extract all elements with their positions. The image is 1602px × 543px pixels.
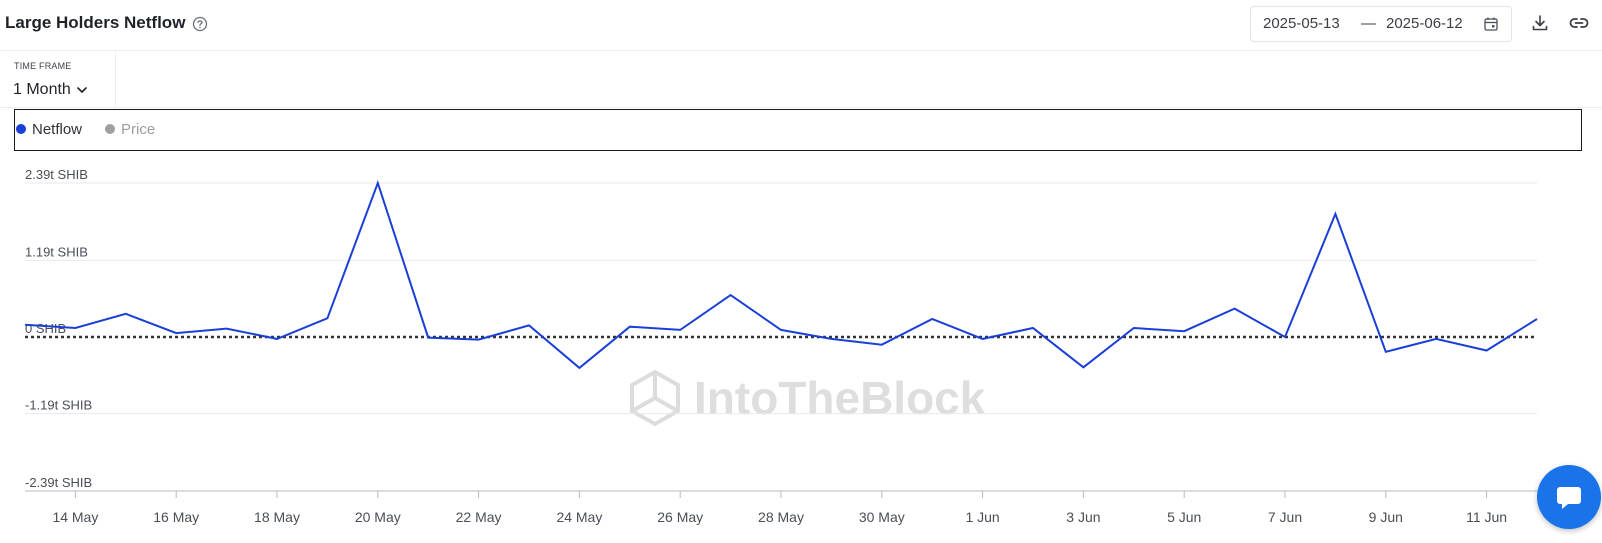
help-icon[interactable]: [192, 16, 208, 32]
chat-bubble-icon: [1557, 487, 1581, 509]
data-point[interactable]: [879, 342, 885, 348]
data-point[interactable]: [22, 322, 28, 328]
data-point[interactable]: [1131, 325, 1137, 331]
data-point[interactable]: [526, 322, 532, 328]
data-point[interactable]: [1383, 349, 1389, 355]
data-point[interactable]: [828, 336, 834, 342]
legend-netflow-label: Netflow: [32, 121, 83, 138]
data-point[interactable]: [980, 336, 986, 342]
divider: [0, 107, 1602, 108]
data-point[interactable]: [1030, 325, 1036, 331]
data-point[interactable]: [274, 336, 280, 342]
data-point[interactable]: [1181, 328, 1187, 334]
x-tick-label: 11 Jun: [1466, 509, 1507, 525]
chat-button[interactable]: [1537, 465, 1601, 529]
watermark-text: IntoTheBlock: [694, 372, 986, 424]
timeframe-label: TIME FRAME: [14, 61, 72, 71]
legend-item-price[interactable]: Price: [105, 121, 155, 138]
data-point[interactable]: [324, 315, 330, 321]
x-tick-label: 1 Jun: [965, 509, 999, 525]
data-point[interactable]: [929, 316, 935, 322]
x-tick-label: 30 May: [859, 509, 905, 525]
x-tick-label: 16 May: [153, 509, 199, 525]
x-tick-label: 22 May: [456, 509, 502, 525]
series-line-netflow[interactable]: [24, 179, 1538, 370]
download-icon[interactable]: [1530, 13, 1550, 33]
legend-price-label: Price: [121, 121, 156, 138]
x-tick-label: 3 Jun: [1066, 509, 1100, 525]
data-point[interactable]: [778, 327, 784, 333]
data-point[interactable]: [1484, 348, 1490, 354]
x-tick-label: 14 May: [52, 509, 98, 525]
date-start[interactable]: 2025-05-13: [1263, 15, 1340, 32]
data-point[interactable]: [173, 330, 179, 336]
x-tick-label: 7 Jun: [1268, 509, 1302, 525]
timeframe-value[interactable]: 1 Month: [13, 81, 71, 98]
data-point[interactable]: [576, 365, 582, 371]
x-tick-label: 24 May: [556, 509, 602, 525]
x-tick-label: 18 May: [254, 509, 300, 525]
chart-title: Large Holders Netflow: [5, 13, 186, 32]
x-tick-label: 20 May: [355, 509, 401, 525]
data-point[interactable]: [1232, 306, 1238, 312]
data-point[interactable]: [1433, 336, 1439, 342]
data-point[interactable]: [1080, 364, 1086, 370]
data-point[interactable]: [728, 292, 734, 298]
data-point[interactable]: [224, 326, 230, 332]
calendar-icon[interactable]: [1483, 16, 1499, 32]
y-tick-label: 0 SHIB: [25, 321, 66, 336]
data-point[interactable]: [375, 180, 381, 186]
date-range-picker[interactable]: 2025-05-13 — 2025-06-12: [1250, 6, 1512, 42]
chart-header: Large Holders Netflow 2025-05-13 — 2025-…: [0, 0, 1602, 51]
watermark: IntoTheBlock: [630, 369, 986, 427]
date-separator: —: [1361, 15, 1376, 32]
netflow-dot-icon: [16, 124, 26, 135]
y-tick-label: -1.19t SHIB: [25, 398, 92, 413]
x-tick-label: 9 Jun: [1369, 509, 1403, 525]
data-point[interactable]: [1332, 211, 1338, 217]
watermark-logo-icon: [630, 369, 680, 427]
data-point[interactable]: [1534, 316, 1540, 322]
y-tick-label: 1.19t SHIB: [25, 244, 88, 259]
date-end[interactable]: 2025-06-12: [1386, 15, 1463, 32]
data-point[interactable]: [627, 324, 633, 330]
y-tick-label: 2.39t SHIB: [25, 167, 88, 182]
x-tick-label: 28 May: [758, 509, 804, 525]
link-icon[interactable]: [1568, 13, 1590, 33]
data-point[interactable]: [123, 311, 129, 317]
y-tick-label: -2.39t SHIB: [25, 475, 92, 490]
x-tick-label: 5 Jun: [1167, 509, 1201, 525]
chevron-down-icon[interactable]: [76, 85, 88, 95]
legend-item-netflow[interactable]: Netflow: [16, 121, 82, 138]
chart-legend: Netflow Price: [14, 109, 1582, 151]
price-dot-icon: [105, 124, 115, 135]
data-point[interactable]: [476, 337, 482, 343]
timeframe-selector[interactable]: TIME FRAME 1 Month: [0, 51, 116, 107]
data-point[interactable]: [72, 325, 78, 331]
data-point[interactable]: [1282, 334, 1288, 340]
data-point[interactable]: [677, 327, 683, 333]
x-tick-label: 26 May: [657, 509, 703, 525]
data-point[interactable]: [425, 335, 431, 341]
